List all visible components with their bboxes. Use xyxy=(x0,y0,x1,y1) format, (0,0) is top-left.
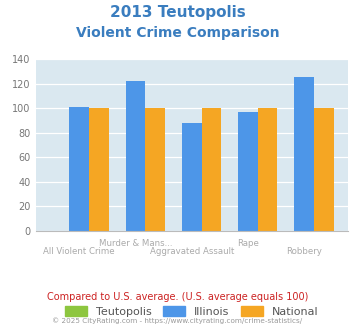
Bar xyxy=(182,123,202,231)
Text: Aggravated Assault: Aggravated Assault xyxy=(149,247,234,256)
Bar xyxy=(314,109,334,231)
Text: Violent Crime Comparison: Violent Crime Comparison xyxy=(76,26,279,40)
Text: Rape: Rape xyxy=(237,239,259,248)
Text: All Violent Crime: All Violent Crime xyxy=(43,247,115,256)
Bar xyxy=(145,109,165,231)
Bar xyxy=(294,77,314,231)
Bar xyxy=(202,109,221,231)
Bar xyxy=(126,82,145,231)
Text: Robbery: Robbery xyxy=(286,247,322,256)
Bar xyxy=(258,109,278,231)
Text: 2013 Teutopolis: 2013 Teutopolis xyxy=(110,5,245,20)
Bar xyxy=(89,109,109,231)
Text: © 2025 CityRating.com - https://www.cityrating.com/crime-statistics/: © 2025 CityRating.com - https://www.city… xyxy=(53,317,302,324)
Bar xyxy=(69,107,89,231)
Text: Compared to U.S. average. (U.S. average equals 100): Compared to U.S. average. (U.S. average … xyxy=(47,292,308,302)
Bar xyxy=(238,112,258,231)
Text: Murder & Mans...: Murder & Mans... xyxy=(99,239,172,248)
Legend: Teutopolis, Illinois, National: Teutopolis, Illinois, National xyxy=(61,302,323,321)
